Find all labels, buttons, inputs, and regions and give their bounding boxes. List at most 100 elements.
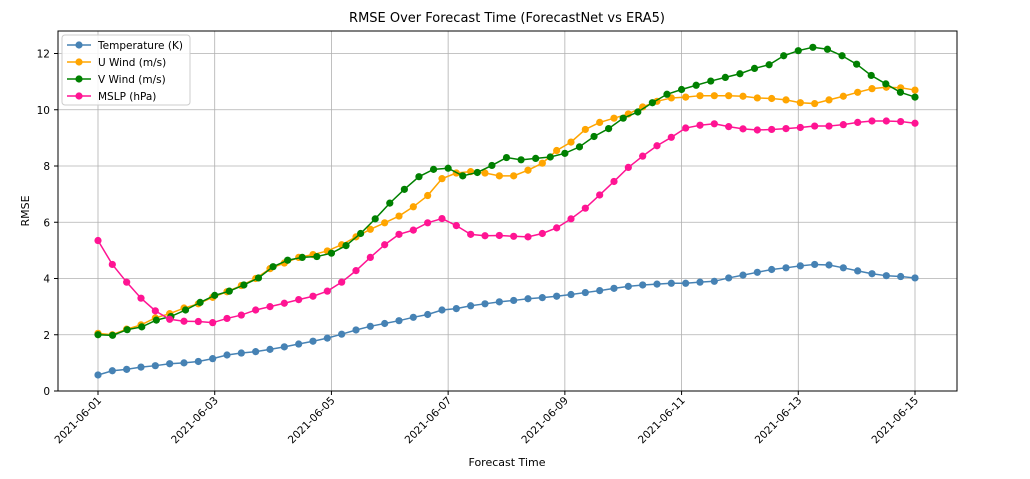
data-point (495, 231, 503, 240)
data-point (481, 169, 489, 177)
y-tick-label: 8 (43, 161, 50, 173)
data-point (209, 355, 217, 363)
data-point (796, 123, 804, 132)
data-point (424, 191, 432, 200)
data-point (796, 262, 804, 270)
data-point (269, 263, 277, 271)
y-axis-label: RMSE (19, 195, 32, 226)
data-point (538, 294, 546, 302)
y-tick-label: 10 (37, 105, 50, 117)
legend-item: Temperature (K) (67, 40, 183, 52)
data-point (610, 177, 618, 186)
data-point (725, 123, 733, 131)
data-point (108, 367, 116, 375)
data-point (780, 52, 788, 60)
data-point (567, 290, 575, 299)
data-point (750, 64, 759, 73)
data-point (853, 60, 861, 68)
y-tick-label: 0 (43, 386, 50, 398)
data-point (280, 299, 288, 307)
data-point (352, 326, 360, 334)
data-point (868, 270, 876, 278)
data-point (473, 168, 481, 177)
data-point (137, 363, 145, 371)
y-tick-label: 4 (43, 274, 50, 286)
data-point (429, 165, 438, 173)
data-point (452, 304, 460, 313)
data-point (648, 99, 656, 107)
data-point (309, 337, 317, 345)
data-point (94, 236, 102, 245)
data-point (495, 172, 503, 180)
data-point (381, 219, 389, 227)
data-point (911, 274, 919, 282)
data-point (825, 122, 833, 130)
data-point (209, 319, 217, 327)
data-point (590, 132, 598, 141)
data-point (123, 365, 131, 373)
data-point (546, 153, 554, 161)
data-point (108, 260, 116, 269)
data-point (610, 114, 618, 122)
data-point (452, 222, 460, 230)
data-point (366, 322, 374, 330)
data-point (166, 315, 174, 323)
y-tick-label: 6 (43, 217, 50, 229)
data-point (415, 173, 423, 181)
data-point (581, 288, 589, 297)
data-point (854, 88, 862, 96)
y-tick-label: 2 (43, 330, 50, 342)
x-axis-ticks: 2021-06-01 2021-06-03 2021-06-05 2021-06-07… (52, 391, 921, 446)
data-point (796, 99, 804, 107)
x-tick-label: 2021-06-11 (636, 395, 688, 447)
data-point (811, 122, 819, 130)
plot-frame (57, 30, 958, 392)
series-layer (94, 43, 919, 379)
data-point (596, 191, 604, 199)
data-point (868, 85, 876, 93)
legend: Temperature (K) U Wind (m/s) V Wind (m/s) M… (61, 34, 191, 106)
data-point (459, 172, 467, 180)
data-point (677, 85, 686, 94)
data-point (524, 233, 532, 241)
data-point (911, 93, 919, 101)
data-point (438, 175, 446, 183)
data-point (338, 330, 346, 338)
data-point (538, 229, 546, 238)
data-point (567, 215, 575, 223)
data-point (371, 215, 379, 223)
data-point (667, 133, 675, 141)
data-point (137, 294, 145, 302)
data-point (710, 120, 718, 128)
data-point (667, 279, 675, 287)
data-point (225, 287, 233, 295)
series-line (97, 86, 916, 336)
chart-title: RMSE Over Forecast Time (ForecastNet vs … (349, 11, 665, 26)
data-point (151, 362, 159, 370)
data-point (639, 152, 647, 160)
data-point (809, 43, 817, 51)
data-point (839, 92, 847, 100)
data-point (194, 317, 202, 326)
data-point (395, 212, 403, 220)
data-point (295, 340, 303, 348)
data-point (782, 264, 790, 272)
data-point (896, 88, 905, 96)
data-point (123, 326, 131, 334)
series-3 (94, 117, 919, 327)
data-point (240, 281, 248, 289)
x-tick-label: 2021-06-13 (753, 395, 805, 447)
data-point (424, 219, 432, 227)
legend-swatch-marker (75, 92, 83, 100)
series-1 (94, 83, 919, 339)
data-point (794, 47, 802, 55)
legend-swatch-marker (75, 41, 83, 49)
data-point (707, 77, 715, 85)
data-point (682, 279, 690, 287)
data-point (596, 118, 604, 127)
data-point (575, 143, 584, 151)
data-point (181, 306, 190, 314)
data-point (502, 153, 511, 162)
y-tick-label: 12 (37, 49, 50, 61)
data-point (108, 331, 117, 339)
